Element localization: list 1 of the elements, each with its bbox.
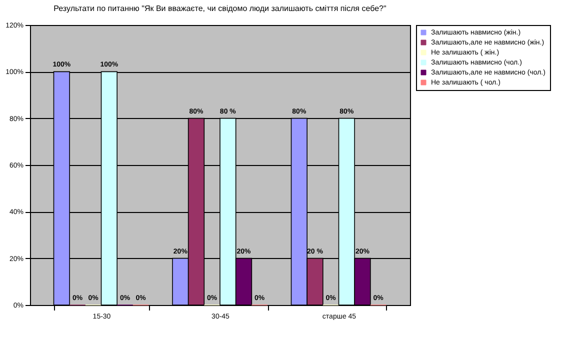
chart-title: Результати по питанню "Як Ви вважаєте, чи свідомо люди залишають сміття після себе?" [54, 4, 386, 13]
